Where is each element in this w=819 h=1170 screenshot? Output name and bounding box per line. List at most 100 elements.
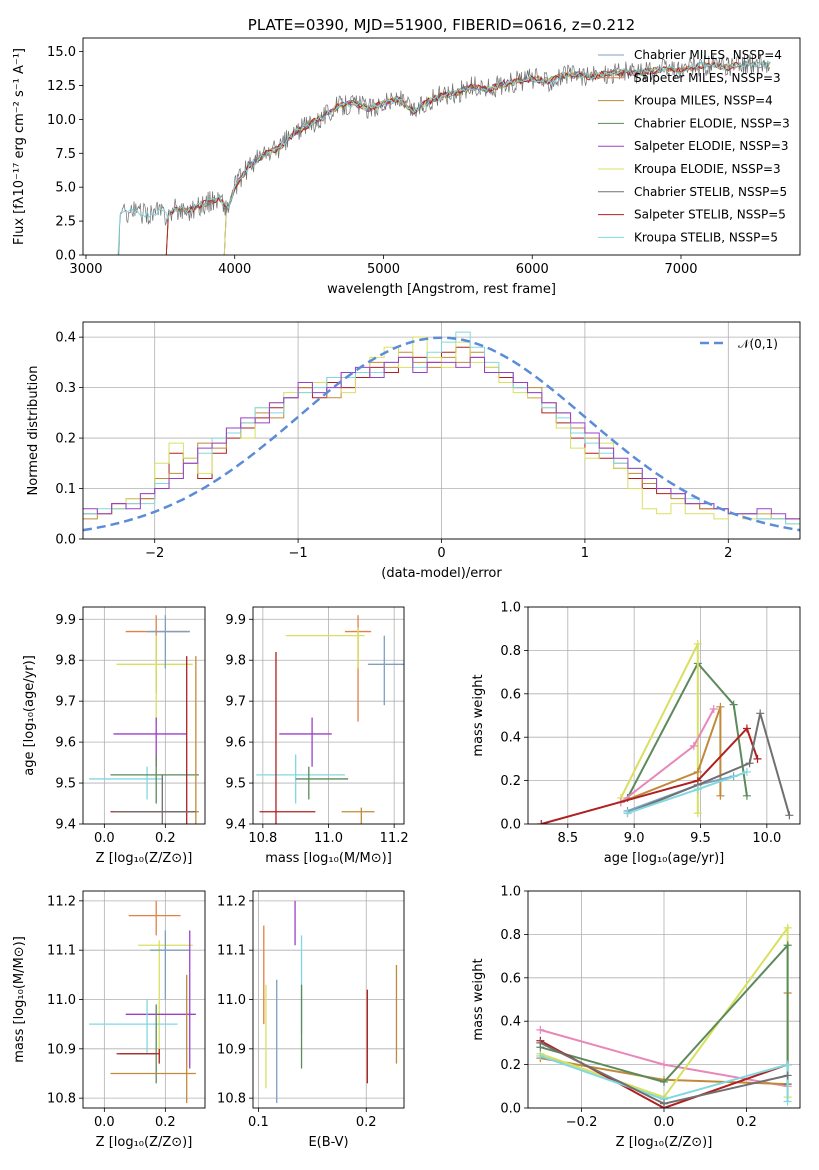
- y-tick-label: 7.5: [55, 147, 76, 162]
- z-age-errorbars: [89, 615, 199, 824]
- histogram-step-5: [83, 356, 800, 520]
- mass-age-errorbars: [256, 615, 404, 824]
- x-tick-label: 8.5: [557, 831, 578, 846]
- x-tick-label: 9.5: [690, 831, 711, 846]
- y-axis-label: age [log₁₀(age/yr)]: [22, 655, 37, 776]
- x-axis-label: Z [log₁₀(Z/Z⊙)]: [96, 1135, 193, 1150]
- y-tick-label: 10.8: [47, 1092, 76, 1107]
- x-tick-label: −0.2: [566, 1115, 598, 1130]
- y-tick-label: 9.4: [225, 818, 246, 833]
- x-tick-label: 0.1: [248, 1115, 269, 1130]
- weight-line-6: [540, 1054, 789, 1102]
- weight-point: [785, 811, 794, 820]
- y-tick-label: 0.2: [500, 774, 521, 789]
- y-tick-label: 0.1: [55, 482, 76, 497]
- weight-point: [716, 702, 725, 711]
- y-tick-label: 15.0: [47, 45, 76, 60]
- x-tick-label: 3000: [69, 262, 102, 277]
- y-tick-label: 12.5: [47, 79, 76, 94]
- y-tick-label: 0.4: [55, 331, 76, 346]
- weight-point: [745, 759, 754, 768]
- x-tick-label: 0.2: [736, 1115, 757, 1130]
- x-axis-label: age [log₁₀(age/yr)]: [604, 851, 725, 866]
- weight-point: [536, 1038, 545, 1047]
- weight-line-1: [626, 661, 748, 799]
- legend-entry: Kroupa MILES, NSSP=4: [634, 94, 773, 108]
- y-tick-label: 9.5: [55, 777, 76, 792]
- age-weight-frame: [527, 606, 801, 825]
- spectrum-line-9: [117, 59, 771, 255]
- weight-line-3: [620, 706, 722, 804]
- weight-point: [693, 639, 702, 648]
- y-tick-label: 11.1: [217, 944, 246, 959]
- x-axis-label: Z [log₁₀(Z/Z⊙)]: [96, 851, 193, 866]
- y-tick-label: 9.5: [225, 777, 246, 792]
- weight-point: [742, 791, 751, 800]
- weight-point: [756, 709, 765, 718]
- spectrum-axes: [79, 51, 682, 259]
- x-tick-label: 0.2: [356, 1115, 377, 1130]
- y-tick-label: 1.0: [500, 885, 521, 900]
- y-tick-label: 9.7: [225, 695, 246, 710]
- z-mass-errorbars: [89, 900, 196, 1104]
- normal-curve: [83, 336, 800, 532]
- legend-entry: Salpeter STELIB, NSSP=5: [634, 208, 786, 222]
- y-tick-label: 9.8: [55, 654, 76, 669]
- x-tick-label: 10.8: [248, 831, 277, 846]
- x-tick-label: 10.0: [752, 831, 781, 846]
- weight-line-4: [540, 942, 789, 1085]
- y-tick-label: 10.9: [47, 1042, 76, 1057]
- x-tick-label: 6000: [516, 262, 549, 277]
- y-axis-label: mass [log₁₀(M/M⊙)]: [12, 936, 27, 1063]
- legend-entry: Chabrier ELODIE, NSSP=3: [634, 116, 790, 130]
- weight-point: [742, 767, 751, 776]
- legend-entry: Salpeter ELODIE, NSSP=3: [634, 139, 789, 153]
- y-tick-label: 0.4: [500, 731, 521, 746]
- y-tick-label: 0.0: [500, 1102, 521, 1117]
- y-tick-label: 2.5: [55, 215, 76, 230]
- y-tick-label: 0.8: [500, 644, 521, 659]
- weight-point: [693, 767, 702, 776]
- mass-age-axes: [249, 607, 404, 828]
- x-tick-label: 1: [581, 546, 589, 561]
- ebv-mass-frame: [252, 890, 405, 1109]
- y-tick-label: 9.6: [225, 736, 246, 751]
- x-tick-label: 0.0: [94, 831, 115, 846]
- weight-point: [742, 724, 751, 733]
- y-tick-label: 0.2: [500, 1058, 521, 1073]
- y-tick-label: 9.6: [55, 736, 76, 751]
- legend-entry: Chabrier STELIB, NSSP=5: [634, 185, 787, 199]
- x-tick-label: 5000: [367, 262, 400, 277]
- weight-point: [783, 1097, 792, 1106]
- x-tick-label: 7000: [664, 262, 697, 277]
- weight-point: [537, 820, 546, 824]
- x-tick-label: 11.2: [380, 831, 409, 846]
- x-axis-label: (data-model)/error: [381, 566, 502, 581]
- weight-point: [693, 809, 702, 818]
- spectrum-frame: [82, 37, 801, 256]
- y-tick-label: 0.0: [55, 533, 76, 548]
- x-tick-label: 0.2: [155, 831, 176, 846]
- weight-point: [660, 1099, 668, 1108]
- z-age-frame: [82, 606, 206, 825]
- weight-point: [709, 704, 718, 713]
- y-tick-label: 11.0: [47, 993, 76, 1008]
- y-axis-label: mass weight: [471, 958, 486, 1040]
- weight-point: [660, 1060, 668, 1069]
- y-tick-label: 9.4: [55, 818, 76, 833]
- x-axis-label: wavelength [Angstrom, rest frame]: [327, 282, 556, 297]
- y-axis-label: Flux [fλ10⁻¹⁷ erg cm⁻² s⁻¹ A⁻¹]: [12, 48, 27, 245]
- y-tick-label: 0.6: [500, 971, 521, 986]
- y-tick-label: 9.9: [55, 613, 76, 628]
- weight-line-7: [627, 713, 791, 816]
- legend-entry: Chabrier MILES, NSSP=4: [634, 48, 782, 62]
- y-tick-label: 0.6: [500, 687, 521, 702]
- age-weight-series: [537, 639, 794, 824]
- y-tick-label: 9.7: [55, 695, 76, 710]
- x-tick-label: 9.0: [624, 831, 645, 846]
- y-tick-label: 10.8: [217, 1092, 246, 1107]
- legend-entry: Salpeter MILES, NSSP=3: [634, 71, 781, 85]
- ebv-mass-errorbars: [263, 900, 398, 1104]
- spectrum-line-5: [223, 68, 650, 255]
- z-weight-frame: [527, 890, 801, 1109]
